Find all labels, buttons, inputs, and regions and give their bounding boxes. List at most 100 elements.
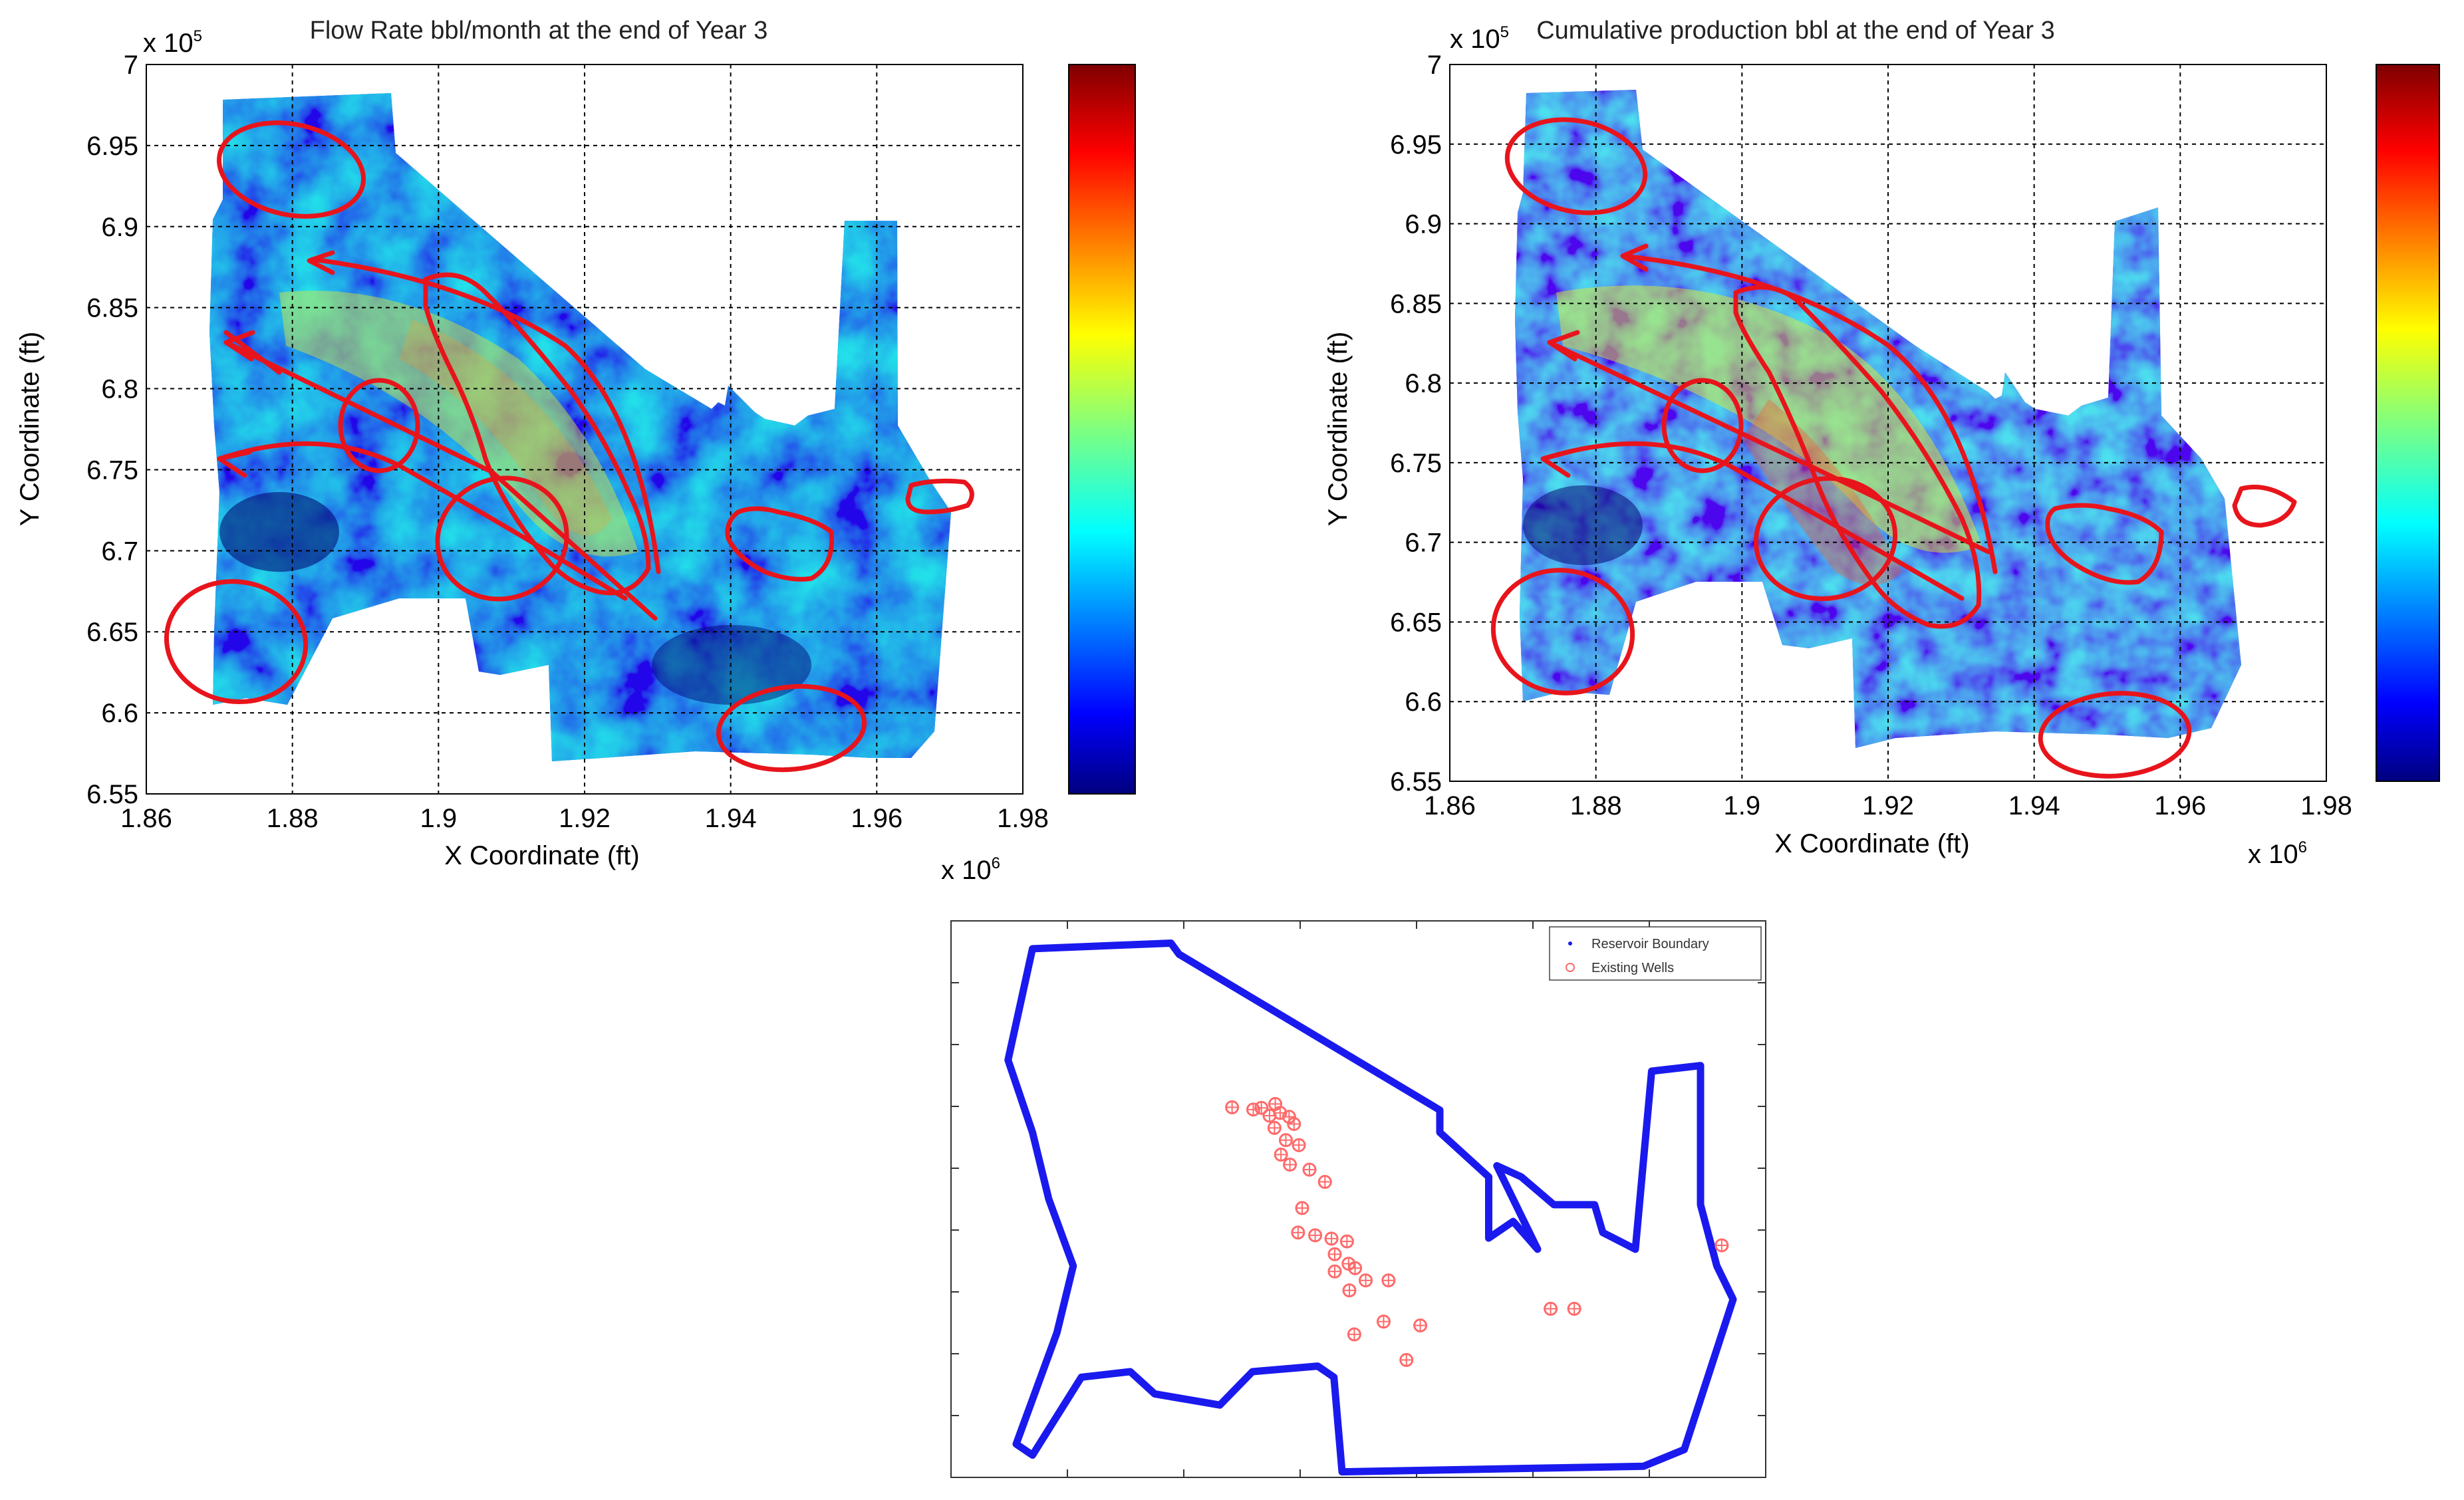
well-point (1567, 1301, 1581, 1316)
y-multiplier-base: x 10 (1450, 25, 1500, 54)
legend-box (1549, 926, 1762, 981)
well-point (1267, 1120, 1282, 1135)
y-tick-label: 6.65 (86, 618, 138, 647)
annotation-arrowhead (223, 330, 255, 362)
boundary-series (1004, 939, 1737, 1476)
x-tick-label: 1.88 (267, 804, 319, 833)
well-point (1347, 1327, 1361, 1342)
well-location-map-panel: Reservoir Boundary Existing Wells (950, 920, 1766, 1478)
y-tick-label: 6.75 (1390, 449, 1442, 478)
annotation-arrowhead (217, 449, 252, 478)
wells-series (1225, 1096, 1729, 1367)
y-tick-label: 6.85 (1390, 289, 1442, 318)
annotation-outline (1733, 285, 1982, 629)
y-tick-label: 6.85 (86, 294, 138, 323)
x-multiplier-exponent: 6 (992, 854, 1000, 872)
y-tick-label: 6.55 (1390, 767, 1442, 797)
annotation-ellipse (338, 378, 420, 473)
annotation-ellipse (1490, 568, 1635, 695)
annotation-arrowhead (1620, 243, 1649, 272)
annotation-ellipse (164, 579, 309, 704)
annotations (164, 120, 974, 773)
annotation-outline (2045, 503, 2164, 585)
y-axis-label: Y Coordinate (ft) (15, 332, 45, 527)
x-tick-label: 1.92 (1862, 791, 1914, 820)
x-multiplier-base: x 10 (2248, 840, 2298, 869)
x-tick-label: 1.98 (997, 804, 1049, 833)
well-point (1302, 1162, 1317, 1177)
well-point (1291, 1225, 1305, 1240)
y-tick-label: 6.8 (101, 375, 138, 404)
annotation-ellipse (2038, 691, 2192, 779)
well-point (1317, 1175, 1332, 1189)
well-point (1359, 1273, 1373, 1288)
well-point (1342, 1283, 1357, 1298)
x-tick-label: 1.92 (559, 804, 611, 833)
well-point (1399, 1352, 1414, 1367)
well-point (1292, 1138, 1306, 1152)
cumulative-production-heatmap-panel: Cumulative production bbl at the end of … (1323, 17, 2440, 869)
annotation-arrowhead (1540, 448, 1575, 478)
y-ticks: 7 6.95 6.9 6.85 6.8 6.75 6.7 6.65 6.6 6.55 (1390, 51, 1442, 797)
chart-title: Cumulative production bbl at the end of … (1536, 17, 2055, 45)
grid-lines (1450, 64, 2326, 781)
x-tick-label: 1.9 (420, 804, 458, 833)
well-point (1381, 1273, 1396, 1288)
y-multiplier: x 105 (143, 27, 202, 58)
y-tick-label: 6.75 (86, 455, 138, 485)
annotation-arrow (310, 257, 661, 574)
well-point (1295, 1201, 1309, 1215)
well-point (1327, 1247, 1342, 1261)
grid-lines (146, 64, 1023, 794)
annotation-arrow (223, 330, 282, 375)
annotation-arrow (1620, 253, 1998, 574)
well-point (1339, 1234, 1354, 1249)
well-point (1544, 1301, 1558, 1316)
x-multiplier: x 106 (2248, 838, 2307, 869)
legend: Reservoir Boundary Existing Wells (1549, 926, 1762, 981)
legend-label: Existing Wells (1591, 961, 1674, 975)
y-multiplier: x 105 (1450, 23, 1509, 54)
x-tick-label: 1.96 (851, 804, 902, 833)
y-ticks: 7 6.95 6.9 6.85 6.8 6.75 6.7 6.65 6.6 6.55 (86, 51, 138, 809)
annotation-arrowhead (1547, 330, 1580, 362)
x-multiplier-exponent: 6 (2298, 838, 2307, 856)
annotation-outline (725, 506, 835, 582)
well-point (1714, 1238, 1729, 1253)
legend-label: Reservoir Boundary (1591, 937, 1709, 951)
x-tick-label: 1.94 (705, 804, 757, 833)
y-tick-label: 6.7 (1405, 529, 1442, 558)
well-point (1376, 1314, 1391, 1329)
chart-title: Flow Rate bbl/month at the end of Year 3 (310, 17, 768, 45)
x-tick-label: 1.94 (2008, 791, 2060, 820)
x-tick-label: 1.86 (120, 804, 172, 833)
y-tick-label: 6.6 (101, 699, 138, 728)
y-tick-label: 6.55 (86, 780, 138, 809)
well-point (1308, 1228, 1323, 1243)
colorbar (1068, 64, 1136, 795)
plot-area (950, 920, 1766, 1478)
well-point (1274, 1148, 1288, 1162)
x-multiplier-base: x 10 (941, 856, 992, 885)
y-tick-label: 6.95 (1390, 130, 1442, 160)
y-tick-label: 6.9 (1405, 210, 1442, 239)
y-multiplier-base: x 10 (143, 29, 194, 58)
y-axis-label: Y Coordinate (ft) (1323, 332, 1353, 527)
annotation-arrow (1540, 441, 1965, 601)
y-tick-label: 6.7 (101, 537, 138, 566)
well-point (1225, 1100, 1240, 1114)
well-point (1287, 1117, 1301, 1132)
y-multiplier-exponent: 5 (1500, 23, 1509, 41)
well-point (1262, 1108, 1277, 1123)
y-tick-label: 7 (124, 51, 138, 80)
well-point (1327, 1264, 1342, 1279)
well-point (1324, 1231, 1339, 1246)
annotation-ellipse (1504, 117, 1648, 215)
annotation-outline (2232, 485, 2297, 528)
annotation-arrow (223, 340, 658, 621)
x-tick-label: 1.88 (1570, 791, 1622, 820)
annotation-ellipse (435, 475, 569, 602)
well-point (1246, 1102, 1260, 1117)
well-point (1278, 1133, 1293, 1148)
